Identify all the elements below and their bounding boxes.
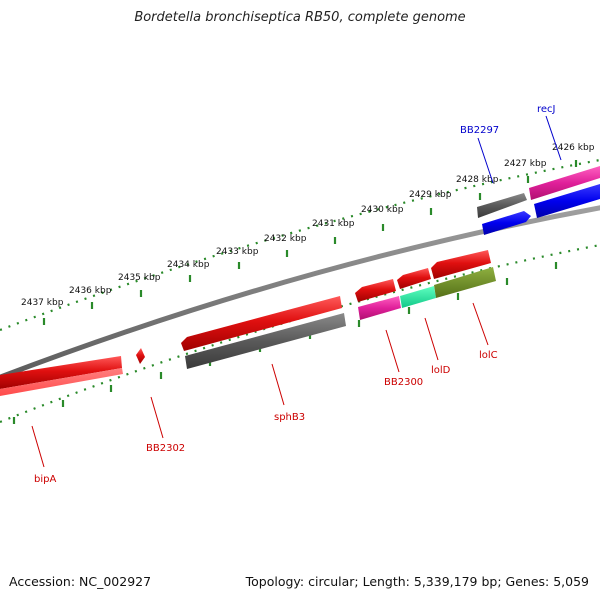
leader-BB2300: [385, 329, 400, 373]
gene-label-BB2300: BB2300: [384, 377, 423, 388]
tick-label: 2428 kbp: [456, 175, 499, 185]
gene-label-lolD: lolD: [431, 365, 451, 376]
gene-bipA-box: [0, 356, 122, 389]
gene-label-lolC: lolC: [479, 350, 498, 361]
tick-label: 2430 kbp: [361, 205, 404, 215]
gene-BB2300-box: [358, 296, 401, 320]
gene-BB2297-box: [477, 193, 527, 218]
gene-label-bipA: bipA: [34, 474, 56, 485]
tick-label: 2431 kbp: [312, 219, 355, 229]
gene-blue-box-2: [534, 184, 600, 218]
gene-label-BB2302: BB2302: [146, 443, 185, 454]
genome-backbone: [0, 205, 600, 380]
gene-lolC-box: [434, 267, 496, 298]
gene-sphB3-red-box: [181, 296, 342, 351]
tick-label: 2434 kbp: [167, 260, 210, 270]
outer-tick-ring: 2437 kbp 2436 kbp 2435 kbp 2434 kbp 2433…: [0, 143, 600, 332]
leader-lolC: [472, 302, 489, 346]
inner-dotted-line: [0, 243, 600, 424]
gene-BB2300-red-box: [355, 279, 396, 302]
gene-label-recJ: recJ: [537, 104, 556, 115]
map-title: Bordetella bronchiseptica RB50, complete…: [134, 10, 466, 25]
gene-lolC-red-box: [431, 250, 491, 279]
leader-BB2297: [477, 137, 494, 184]
tick-label: 2435 kbp: [118, 273, 161, 283]
leader-recJ: [545, 115, 562, 161]
outer-dotted-line: [0, 158, 600, 332]
gene-label-sphB3: sphB3: [274, 412, 305, 423]
accession-text: Accession: NC_002927: [9, 574, 152, 589]
upper-gene-track: [477, 166, 600, 235]
tick-label: 2436 kbp: [69, 286, 112, 296]
leader-lolD: [424, 317, 439, 361]
leader-sphB3: [271, 363, 285, 406]
gene-recJ-box: [529, 166, 600, 200]
gene-BB2302-box: [136, 348, 145, 364]
gene-label-BB2297: BB2297: [460, 125, 499, 136]
gene-blue-box: [482, 211, 531, 235]
tick-label: 2427 kbp: [504, 159, 547, 169]
gene-sphB3-box: [185, 313, 346, 369]
tick-label: 2432 kbp: [264, 234, 307, 244]
gene-labels: recJ BB2297 lolC lolD BB2300 sphB3 BB230…: [31, 104, 562, 485]
genome-summary-text: Topology: circular; Length: 5,339,179 bp…: [245, 574, 589, 589]
tick-label: 2437 kbp: [21, 298, 64, 308]
gene-lolD-box: [400, 286, 436, 308]
inner-tick-ring: [0, 243, 600, 424]
leader-bipA: [31, 425, 45, 468]
gene-lolD-red-box: [397, 268, 431, 289]
tick-label: 2426 kbp: [552, 143, 595, 153]
tick-label: 2433 kbp: [216, 247, 259, 257]
gene-bipA-shade: [0, 368, 123, 396]
lower-gene-track: [0, 250, 496, 396]
leader-BB2302: [150, 396, 164, 439]
tick-label: 2429 kbp: [409, 190, 452, 200]
